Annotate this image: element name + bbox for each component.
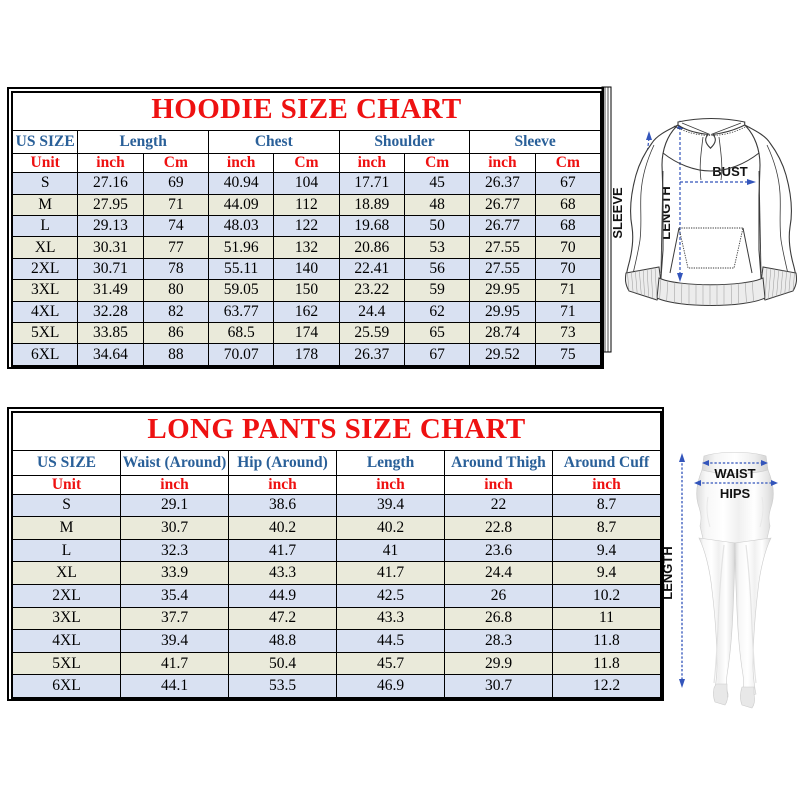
svg-text:BUST: BUST: [712, 164, 747, 179]
svg-text:HIPS: HIPS: [720, 486, 751, 501]
svg-text:WAIST: WAIST: [714, 466, 755, 481]
svg-text:SLEEVE: SLEEVE: [610, 187, 625, 239]
